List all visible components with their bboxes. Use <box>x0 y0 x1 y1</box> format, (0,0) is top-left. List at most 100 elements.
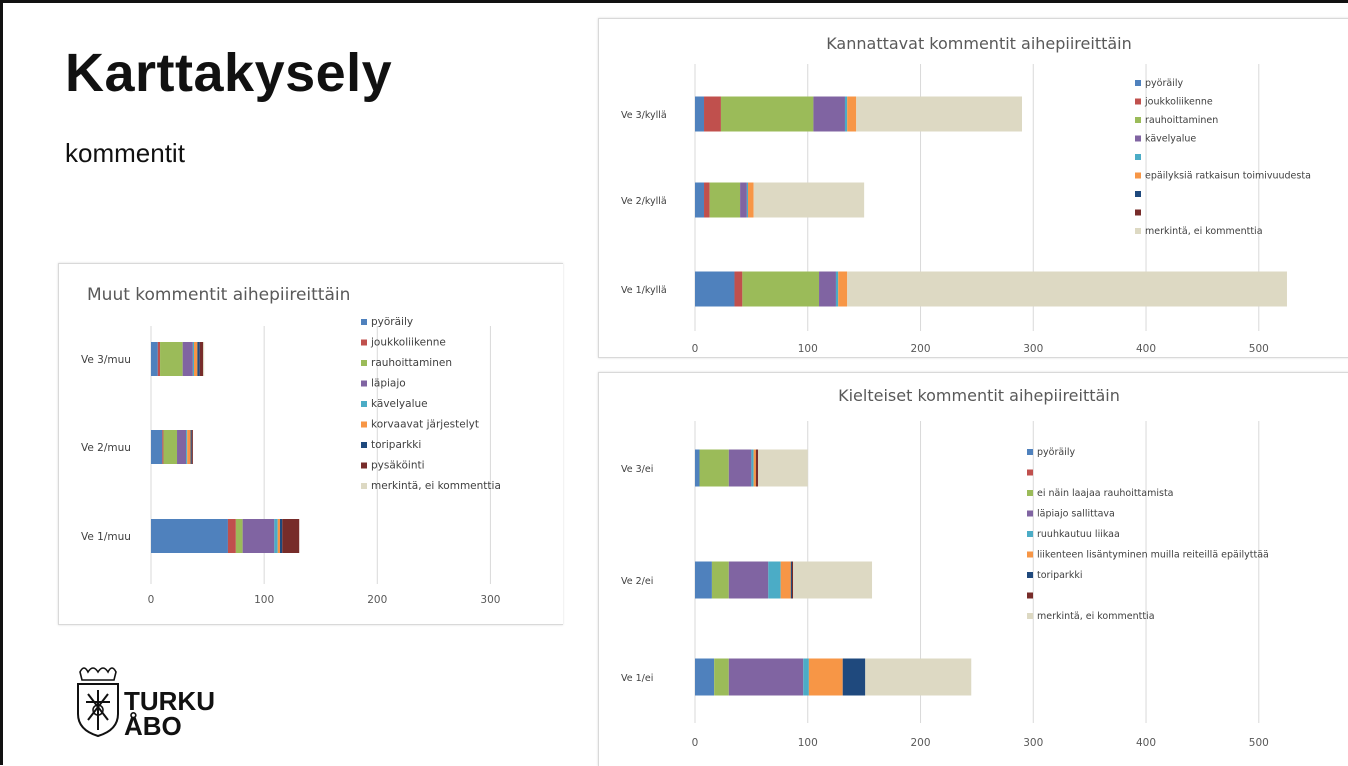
bar-segment-joukkoliikenne-ve-2-muu <box>162 430 164 464</box>
bar-segment-ei-nain-laajaa-rauhoittamista-ve-2-ei <box>711 561 729 599</box>
legend-label-pyoraily: pyöräily <box>371 316 413 328</box>
x-tick-label: 400 <box>1136 737 1156 749</box>
legend-label-joukkoliikenne: joukkoliikenne <box>370 337 446 349</box>
legend-swatch-pysakointi <box>361 462 367 469</box>
bar-segment-liikenteen-lisantyminen-muilla-reiteilla-epailyttaa-ve-1-ei <box>808 658 843 696</box>
chart-kannattavat-kommentit: Kannattavat kommentit aihepiireittäin 0 10… <box>598 18 1348 358</box>
x-tick-label: 300 <box>1023 737 1043 749</box>
bar-segment-series-7-ve-2-ei <box>791 561 794 599</box>
legend-swatch-lapiajo <box>361 380 367 387</box>
legend-label-korvaavat-jarjestelyt: korvaavat järjestelyt <box>371 419 479 431</box>
x-tick-label: 100 <box>798 737 818 749</box>
chart-muut-kommentit: Muut kommentit aihepiireittäin 0 100 200 300… <box>58 263 563 625</box>
slide-left-border <box>0 0 3 765</box>
category-label: Ve 2/muu <box>81 442 131 454</box>
bar-segment-merkinta-ei-kommenttia-ve-3-muu <box>203 342 205 376</box>
bar-segment-rauhoittaminen-ve-1-muu <box>235 519 243 553</box>
slide-subtitle: kommentit <box>65 138 185 168</box>
legend-swatch-pyoraily <box>361 319 367 325</box>
bar-segment-lapiajo-sallittava-ve-2-ei <box>728 561 769 599</box>
bar-segment-pyoraily-ve-1-kylla <box>695 271 735 307</box>
x-tick-label: 0 <box>692 737 699 749</box>
bar-segment-series-4-ve-2-kylla <box>746 182 748 218</box>
category-label: Ve 2/kyllä <box>621 196 667 207</box>
bar-segment-epailyksia-ratkaisun-toimivuudesta-ve-3-kylla <box>847 96 857 132</box>
bar-segment-toriparkki-ve-1-muu <box>279 519 283 553</box>
bar-segment-korvaavat-jarjestelyt-ve-2-muu <box>187 430 191 464</box>
bar-segment-merkinta-ei-kommenttia-ve-2-kylla <box>753 182 865 218</box>
legend-label-ruuhkautuu-liikaa: ruuhkautuu liikaa <box>1037 529 1120 540</box>
bar-segment-toriparkki-ve-3-muu <box>197 342 200 376</box>
bar-segment-merkinta-ei-kommenttia-ve-1-kylla <box>847 271 1287 307</box>
legend-label-rauhoittaminen: rauhoittaminen <box>1145 115 1218 126</box>
bar-segment-joukkoliikenne-ve-3-kylla <box>704 96 721 132</box>
legend-label-epailyksia-ratkaisun-toimivuudesta: epäilyksiä ratkaisun toimivuudesta <box>1145 171 1311 182</box>
bar-segment-liikenteen-lisantyminen-muilla-reiteilla-epailyttaa-ve-2-ei <box>780 561 791 599</box>
bar-segment-ruuhkautuu-liikaa-ve-2-ei <box>768 561 781 599</box>
x-tick-label: 300 <box>1023 343 1043 355</box>
bar-segment-pysakointi-ve-3-muu <box>199 342 204 376</box>
legend-swatch-kavelyalue <box>1135 135 1141 142</box>
bar-segment-toriparkki-ve-2-muu <box>190 430 192 464</box>
category-label: Ve 3/ei <box>621 464 653 475</box>
bar-segment-pyoraily-ve-2-ei <box>695 561 712 599</box>
legend-label-merkinta-ei-kommenttia: merkintä, ei kommenttia <box>371 480 501 492</box>
legend-swatch-merkinta-ei-kommenttia <box>1135 228 1141 234</box>
legend-swatch-kavelyalue <box>361 401 367 407</box>
chart-title: Muut kommentit aihepiireittäin <box>87 285 350 305</box>
bar-segment-toriparkki-ve-2-ei <box>790 561 792 599</box>
legend-label-liikenteen-lisantyminen-muilla-reiteilla-epailyttaa: liikenteen lisäntyminen muilla reiteillä… <box>1037 550 1269 561</box>
bar-segment-pyoraily-ve-1-ei <box>695 658 715 696</box>
legend-swatch-epailyksia-ratkaisun-toimivuudesta <box>1135 172 1141 179</box>
bar-segment-pyoraily-ve-1-muu <box>151 519 228 553</box>
category-label: Ve 1/kyllä <box>621 285 667 296</box>
x-tick-label: 500 <box>1249 343 1269 355</box>
bar-segment-joukkoliikenne-ve-2-kylla <box>704 182 710 218</box>
legend-swatch-merkinta-ei-kommenttia <box>1027 613 1033 619</box>
legend-swatch-series-7 <box>1027 592 1033 599</box>
bar-segment-series-7-ve-3-ei <box>755 449 759 487</box>
category-label: Ve 2/ei <box>621 576 653 587</box>
x-tick-label: 400 <box>1136 343 1156 355</box>
category-label: Ve 3/muu <box>81 354 131 366</box>
logo-text-turku: TURKU <box>124 686 215 716</box>
bar-segment-merkinta-ei-kommenttia-ve-1-ei <box>865 658 972 696</box>
category-label: Ve 1/muu <box>81 531 131 543</box>
legend-swatch-lapiajo-sallittava <box>1027 510 1033 517</box>
x-tick-label: 200 <box>910 737 930 749</box>
bar-segment-kavelyalue-ve-1-muu <box>274 519 278 553</box>
x-tick-label: 100 <box>798 343 818 355</box>
bar-segment-pyoraily-ve-2-muu <box>151 430 163 464</box>
x-tick-label: 200 <box>910 343 930 355</box>
chart-kielteiset-svg: Kielteiset kommentit aihepiireittäin 0 100… <box>621 386 1269 749</box>
x-tick-label: 300 <box>480 594 500 606</box>
x-tick-label: 0 <box>148 594 155 606</box>
category-label: Ve 1/ei <box>621 673 653 684</box>
bar-segment-lapiajo-sallittava-ve-1-ei <box>728 658 804 696</box>
bar-segment-pysakointi-ve-2-muu <box>191 430 193 464</box>
turku-coat-of-arms-icon <box>77 667 119 738</box>
x-tick-label: 500 <box>1249 737 1269 749</box>
logo-text-abo: ÅBO <box>124 711 182 741</box>
legend-swatch-toriparkki <box>361 442 367 448</box>
category-label: Ve 3/kyllä <box>621 110 667 121</box>
bar-segment-korvaavat-jarjestelyt-ve-3-muu <box>193 342 198 376</box>
chart-kannattavat-svg: Kannattavat kommentit aihepiireittäin 0 10… <box>621 34 1311 355</box>
bar-segment-ruuhkautuu-liikaa-ve-3-ei <box>751 449 754 487</box>
legend-swatch-liikenteen-lisantyminen-muilla-reiteilla-epailyttaa <box>1027 551 1033 558</box>
legend-swatch-korvaavat-jarjestelyt <box>361 421 367 428</box>
x-tick-label: 200 <box>367 594 387 606</box>
x-tick-label: 100 <box>254 594 274 606</box>
bar-segment-ei-nain-laajaa-rauhoittamista-ve-1-ei <box>714 658 729 696</box>
legend-swatch-series-4 <box>1135 154 1141 160</box>
bar-segment-series-4-ve-1-kylla <box>835 271 839 307</box>
bar-segment-lapiajo-ve-2-muu <box>177 430 187 464</box>
bar-segment-rauhoittaminen-ve-1-kylla <box>742 271 820 307</box>
legend-swatch-pyoraily <box>1027 449 1033 455</box>
bar-segment-merkinta-ei-kommenttia-ve-3-ei <box>758 449 808 487</box>
legend-swatch-pyoraily <box>1135 80 1141 86</box>
legend-label-rauhoittaminen: rauhoittaminen <box>371 357 452 369</box>
bar-segment-lapiajo-ve-3-muu <box>182 342 193 376</box>
legend-swatch-joukkoliikenne <box>1135 98 1141 105</box>
legend-swatch-joukkoliikenne <box>361 339 367 346</box>
